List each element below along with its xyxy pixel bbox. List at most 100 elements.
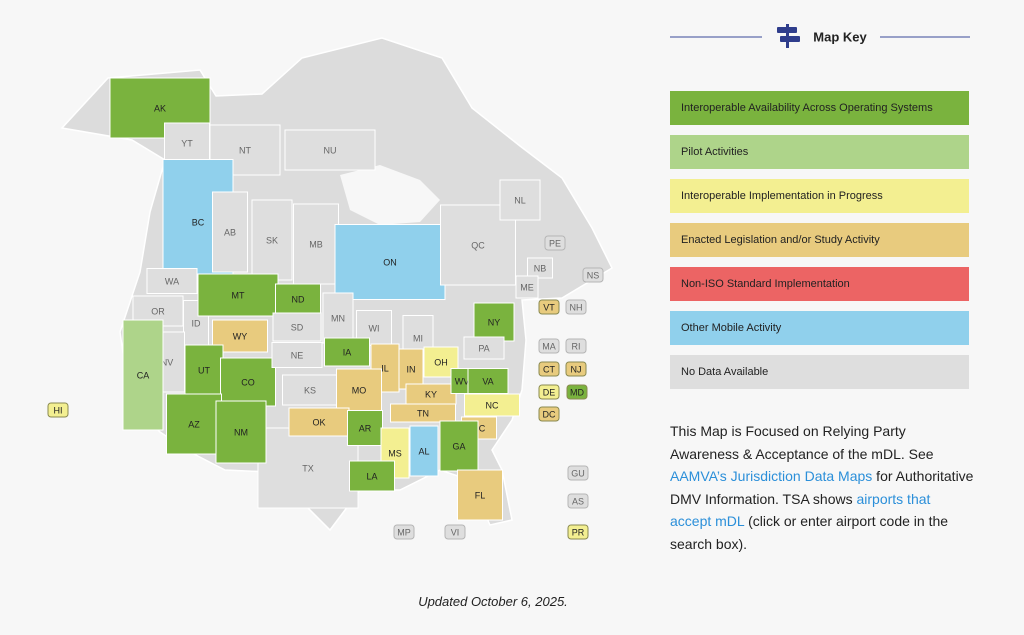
text: for Authoritative DMV Information. TSA s… bbox=[670, 468, 974, 507]
region-box bbox=[538, 406, 560, 422]
region-box bbox=[567, 524, 589, 540]
region-label: BC bbox=[192, 217, 205, 227]
key-swatch bbox=[670, 267, 969, 301]
region-label: VA bbox=[482, 376, 493, 386]
region-label: NU bbox=[324, 145, 337, 155]
region-label: CA bbox=[137, 370, 150, 380]
region bbox=[336, 368, 382, 412]
region-label: MA bbox=[542, 341, 556, 351]
region-label: KS bbox=[304, 385, 316, 395]
region-label: CT bbox=[543, 364, 555, 374]
region bbox=[347, 410, 383, 446]
region-box bbox=[567, 465, 589, 481]
region bbox=[215, 400, 267, 464]
region bbox=[282, 374, 338, 406]
region-box bbox=[538, 361, 560, 377]
region bbox=[349, 460, 395, 492]
region-label: VI bbox=[451, 527, 460, 537]
region bbox=[390, 403, 456, 423]
region bbox=[220, 357, 276, 407]
region-label: NM bbox=[234, 427, 248, 437]
key-swatch bbox=[670, 355, 969, 389]
region-label: ID bbox=[192, 318, 202, 328]
region-label: OR bbox=[151, 306, 165, 316]
region-label: NJ bbox=[571, 364, 582, 374]
region-box bbox=[565, 338, 587, 354]
region bbox=[184, 344, 224, 396]
region-label: PA bbox=[478, 343, 489, 353]
region bbox=[439, 420, 479, 472]
region-box bbox=[544, 235, 566, 251]
region-box bbox=[566, 384, 588, 400]
region-label: AZ bbox=[188, 419, 200, 429]
region bbox=[284, 129, 376, 171]
region-label: PE bbox=[549, 238, 561, 248]
region-label: GA bbox=[452, 441, 465, 451]
region bbox=[499, 179, 541, 221]
region-label: AK bbox=[154, 103, 166, 113]
region-label: YT bbox=[181, 138, 193, 148]
region-label: QC bbox=[471, 240, 485, 250]
region-label: HI bbox=[54, 405, 63, 415]
region-label: MP bbox=[397, 527, 411, 537]
region bbox=[515, 275, 539, 299]
region-box bbox=[582, 267, 604, 283]
region-box bbox=[538, 299, 560, 315]
region-label: MD bbox=[570, 387, 584, 397]
region-label: FL bbox=[475, 490, 486, 500]
region-label: ND bbox=[292, 294, 305, 304]
key-label: Other Mobile Activity bbox=[681, 322, 782, 334]
region-label: PR bbox=[572, 527, 585, 537]
region bbox=[122, 319, 164, 431]
link[interactable]: airports that accept mDL bbox=[670, 490, 931, 530]
region-label: MN bbox=[331, 313, 345, 323]
key-swatch bbox=[670, 179, 969, 213]
region-label: AS bbox=[572, 496, 584, 506]
region-label: TN bbox=[417, 408, 429, 418]
region-box bbox=[565, 361, 587, 377]
text: (click or enter airport code in the sear… bbox=[670, 513, 949, 552]
region bbox=[275, 283, 321, 315]
region-label: DC bbox=[543, 409, 556, 419]
region-label: AR bbox=[359, 423, 372, 433]
key-label: Enacted Legislation and/or Study Activit… bbox=[681, 234, 880, 246]
region bbox=[212, 191, 248, 273]
region-label: SK bbox=[266, 235, 278, 245]
region bbox=[271, 342, 323, 368]
region bbox=[409, 425, 439, 477]
region-label: SC bbox=[473, 423, 486, 433]
region-box bbox=[538, 338, 560, 354]
region-label: IA bbox=[343, 347, 352, 357]
key-swatch bbox=[670, 135, 969, 169]
key-swatch bbox=[670, 91, 969, 125]
region bbox=[146, 268, 198, 294]
region-label: MI bbox=[413, 333, 423, 343]
region bbox=[293, 203, 339, 285]
region-label: IL bbox=[381, 363, 389, 373]
region-label: NH bbox=[570, 302, 583, 312]
region bbox=[464, 393, 520, 417]
region-label: AL bbox=[418, 446, 429, 456]
region bbox=[467, 368, 509, 394]
description: This Map is Focused on Relying Party Awa… bbox=[670, 420, 975, 555]
region-label: NS bbox=[587, 270, 600, 280]
key-swatch bbox=[670, 223, 969, 257]
region-label: ON bbox=[383, 257, 397, 267]
link[interactable]: AAMVA’s Jurisdiction Data Maps bbox=[670, 468, 873, 484]
key-title: Map Key bbox=[813, 29, 867, 44]
region bbox=[473, 302, 515, 342]
region-label: MS bbox=[388, 448, 402, 458]
region-label: SD bbox=[291, 322, 304, 332]
key-label: No Data Available bbox=[681, 366, 768, 378]
region bbox=[288, 407, 350, 437]
footer: Updated October 6, 2025. bbox=[418, 594, 568, 609]
key-swatch bbox=[670, 311, 969, 345]
region bbox=[324, 337, 370, 367]
region-box bbox=[47, 402, 69, 418]
region-box bbox=[444, 524, 466, 540]
signpost-icon bbox=[777, 24, 800, 48]
region-box bbox=[565, 299, 587, 315]
region-box bbox=[538, 384, 560, 400]
